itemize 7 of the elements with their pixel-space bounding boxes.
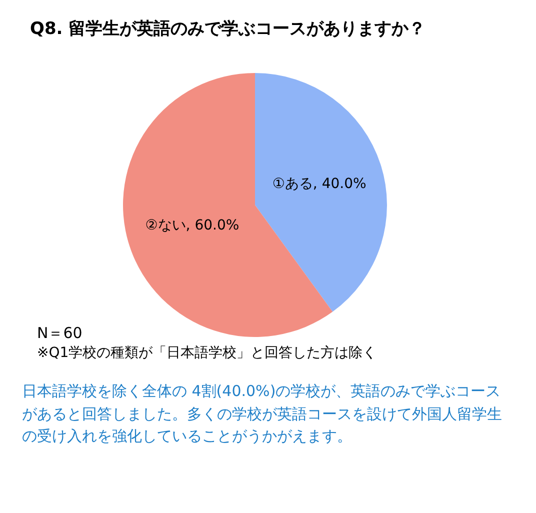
text: N＝60 (37, 324, 82, 342)
pie-slice (255, 73, 387, 312)
slice-label: ①ある, 40.0% (272, 176, 366, 192)
chart-title: Q8. 留学生が英語のみで学ぶコースがありますか？ (30, 18, 426, 39)
text: ※Q1学校の種類が「日本語学校」と回答した方は除く (37, 345, 377, 361)
slice-label: ②ない, 60.0% (145, 217, 240, 234)
text: 日本語学校を除く全体の 4割(40.0%)の学校が、英語のみで学ぶコースがあると回答しました。多くの学校が英語コースを設けて外国人留学生の受け入れを強化していることがうかがえます。 (22, 381, 502, 447)
